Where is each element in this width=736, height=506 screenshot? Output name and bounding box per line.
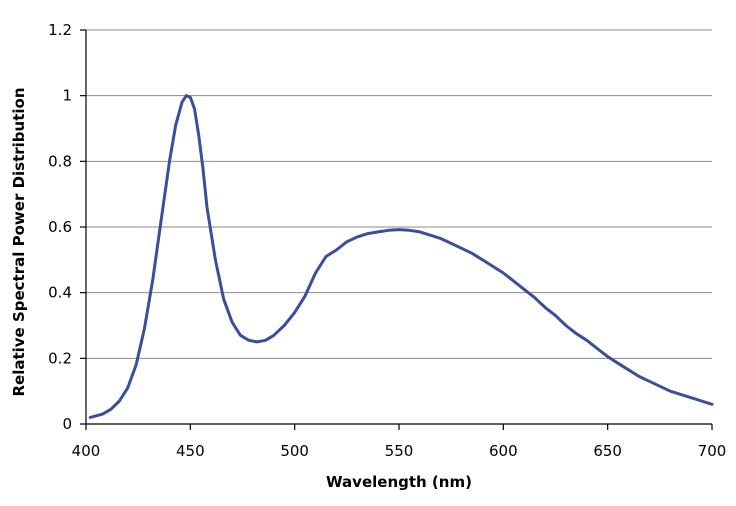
y-tick-label: 0.2: [48, 349, 72, 367]
y-axis-title: Relative Spectral Power Distribution: [10, 87, 28, 396]
x-tick-label: 550: [385, 442, 414, 460]
y-tick-label: 1: [62, 87, 72, 105]
x-tick-label: 400: [72, 442, 101, 460]
series-line-0: [88, 94, 714, 419]
y-tick-label: 0.4: [48, 284, 72, 302]
x-tick-label: 500: [280, 442, 309, 460]
y-tick-label: 0.6: [48, 218, 72, 236]
y-tick-label: 0: [62, 415, 72, 433]
gridlines: [86, 29, 712, 359]
y-tick-label: 0.8: [48, 152, 72, 170]
x-tick-label: 700: [698, 442, 727, 460]
x-tick-label: 650: [593, 442, 622, 460]
x-axis-title: Wavelength (nm): [326, 473, 472, 491]
x-tick-label: 600: [489, 442, 518, 460]
x-tick-label: 450: [176, 442, 205, 460]
series-layer: [88, 94, 714, 419]
axes: [80, 29, 713, 430]
y-tick-label: 1.2: [48, 21, 72, 39]
tick-labels: 0 0.2 0.4 0.6 0.8 1 1.2 400 450 500 550 600 650 700: [48, 21, 726, 460]
